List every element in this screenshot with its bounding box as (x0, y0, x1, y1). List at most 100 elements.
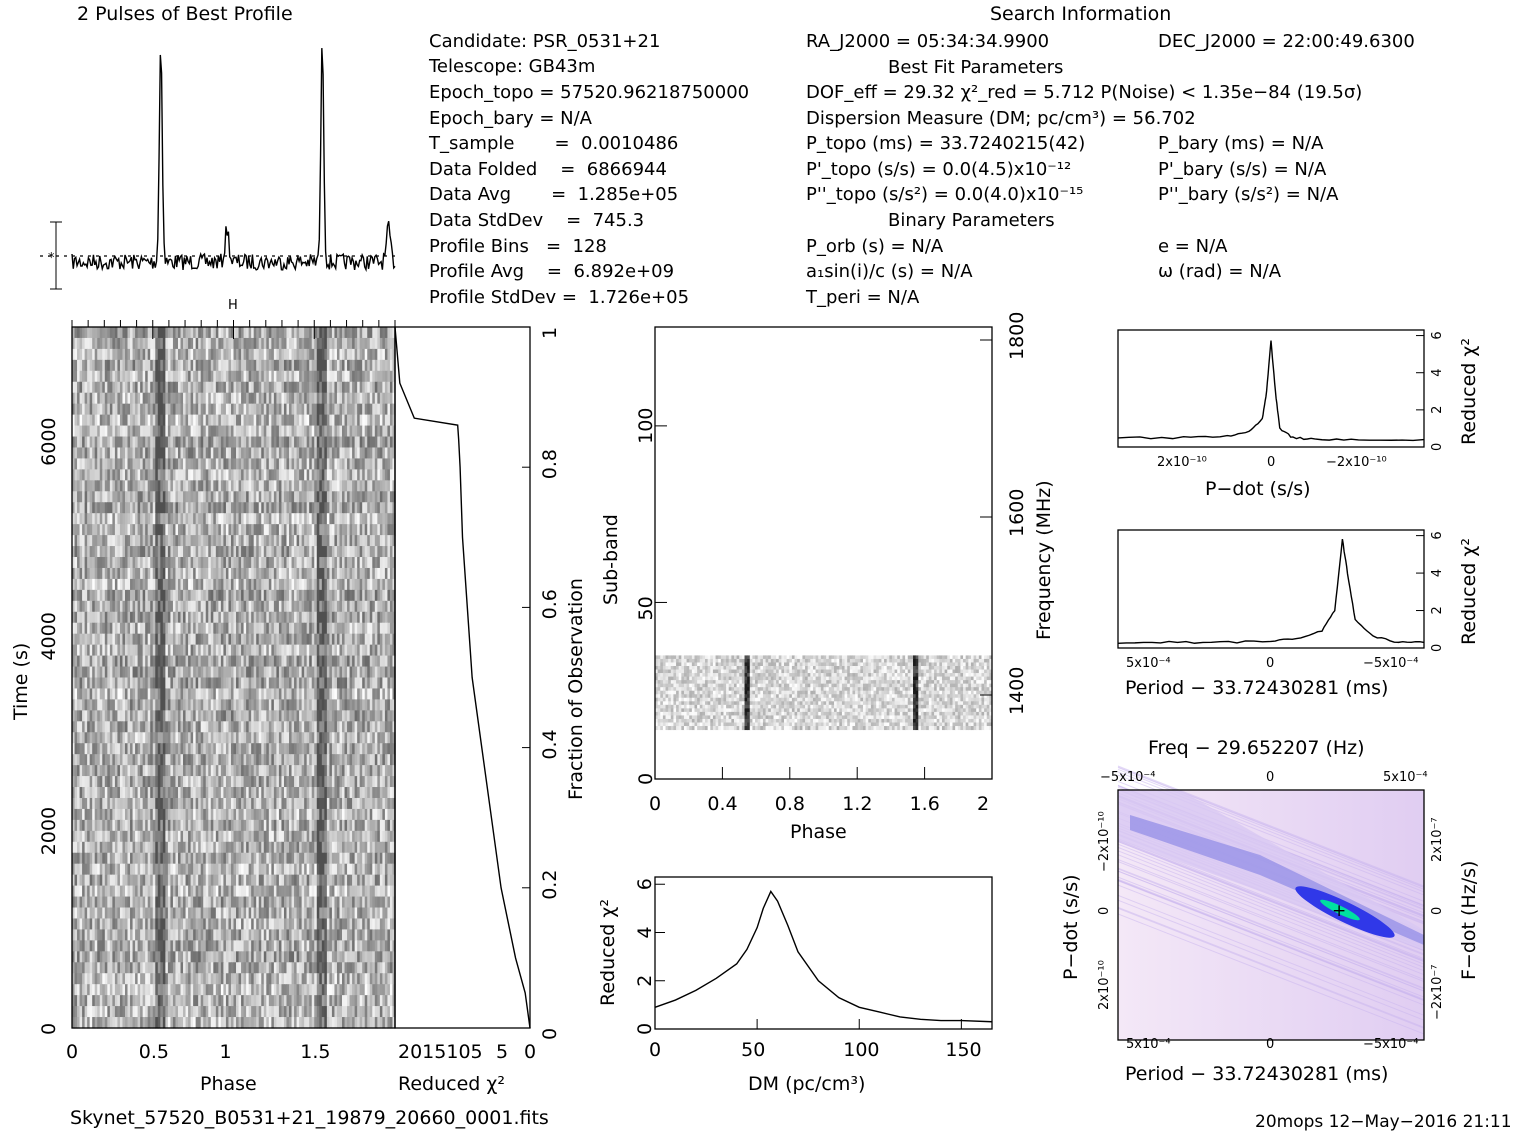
time-phase-cell (364, 491, 368, 503)
time-phase-cell (377, 337, 381, 350)
time-phase-cell (299, 348, 303, 361)
time-phase-cell (183, 557, 187, 569)
time-phase-cell (147, 359, 151, 372)
time-phase-cell (112, 633, 116, 646)
time-phase-cell (256, 392, 260, 405)
time-phase-cell (389, 359, 394, 372)
time-phase-cell (77, 381, 81, 394)
time-phase-cell (208, 633, 212, 646)
time-phase-cell (251, 644, 255, 657)
time-phase-cell (188, 546, 192, 558)
time-phase-cell (286, 327, 290, 339)
time-phase-cell (150, 502, 154, 514)
time-phase-cell (117, 359, 121, 372)
time-phase-cell (94, 622, 98, 635)
time-phase-cell (200, 414, 204, 427)
time-phase-cell (92, 392, 96, 405)
time-phase-cell (362, 622, 366, 635)
time-phase-cell (372, 469, 376, 481)
time-phase-cell (177, 743, 182, 755)
time-phase-cell (342, 327, 346, 339)
time-phase-cell (223, 699, 227, 711)
time-phase-cell (243, 546, 247, 558)
time-phase-cell (112, 403, 116, 416)
time-phase-cell (203, 589, 207, 602)
time-phase-cell (347, 414, 351, 427)
time-phase-cell (291, 458, 295, 470)
time-phase-cell (248, 381, 252, 394)
time-phase-cell (304, 447, 308, 460)
time-phase-cell (109, 491, 113, 503)
time-phase-cell (112, 491, 116, 503)
time-phase-cell (99, 480, 103, 492)
time-phase-cell (137, 327, 141, 339)
time-phase-cell (223, 436, 227, 449)
time-phase-cell (208, 743, 212, 755)
time-phase-cell (299, 524, 303, 536)
time-phase-cell (117, 743, 121, 755)
time-phase-cell (167, 359, 172, 372)
time-phase-cell (190, 469, 194, 481)
time-phase-cell (220, 600, 225, 613)
time-phase-cell (210, 546, 214, 558)
time-phase-cell (256, 732, 260, 744)
time-phase-cell (289, 337, 293, 350)
time-phase-cell (230, 666, 235, 679)
time-phase-cell (261, 436, 265, 449)
time-phase-cell (223, 721, 227, 733)
time-phase-cell (188, 655, 192, 668)
time-phase-cell (354, 666, 358, 679)
time-phase-cell (319, 611, 323, 624)
time-phase-cell (339, 721, 343, 733)
time-phase-cell (352, 414, 356, 427)
time-phase-cell (218, 513, 222, 525)
time-phase-cell (97, 381, 101, 394)
time-phase-cell (162, 655, 166, 668)
time-phase-cell (122, 436, 126, 449)
time-phase-cell (299, 710, 303, 722)
time-phase-cell (349, 513, 353, 525)
time-phase-cell (243, 513, 247, 525)
time-phase-cell (74, 732, 78, 744)
time-phase-cell (150, 732, 154, 744)
time-phase-cell (301, 337, 305, 350)
time-phase-cell (230, 600, 235, 613)
time-phase-cell (190, 557, 194, 569)
time-phase-cell (319, 578, 323, 591)
time-phase-cell (326, 699, 330, 711)
time-phase-cell (256, 513, 260, 525)
time-phase-cell (316, 644, 320, 657)
time-phase-cell (135, 666, 139, 679)
time-phase-cell (147, 644, 151, 657)
time-phase-cell (172, 502, 177, 514)
time-phase-cell (124, 337, 129, 350)
time-phase-cell (147, 699, 151, 711)
time-phase-cell (183, 425, 187, 438)
time-phase-cell (253, 732, 257, 744)
time-phase-cell (175, 403, 179, 416)
time-phase-cell (261, 337, 265, 350)
time-phase-cell (364, 611, 368, 624)
time-phase-cell (228, 392, 232, 405)
time-phase-cell (283, 425, 288, 438)
time-phase-cell (145, 392, 149, 405)
time-phase-cell (291, 447, 295, 460)
time-phase-cell (362, 337, 366, 350)
time-phase-cell (273, 666, 277, 679)
time-phase-cell (185, 381, 189, 394)
time-phase-cell (74, 447, 78, 460)
time-phase-cell (109, 370, 113, 383)
time-phase-cell (130, 502, 134, 514)
time-phase-cell (177, 513, 182, 525)
time-phase-cell (180, 567, 184, 580)
time-phase-cell (74, 491, 78, 503)
time-phase-cell (326, 611, 330, 624)
time-phase-cell (203, 633, 207, 646)
time-phase-cell (283, 458, 288, 470)
time-phase-cell (92, 633, 96, 646)
time-phase-cell (354, 447, 358, 460)
time-phase-cell (205, 743, 209, 755)
time-phase-cell (114, 480, 119, 492)
time-phase-cell (230, 348, 235, 361)
time-phase-cell (122, 502, 126, 514)
